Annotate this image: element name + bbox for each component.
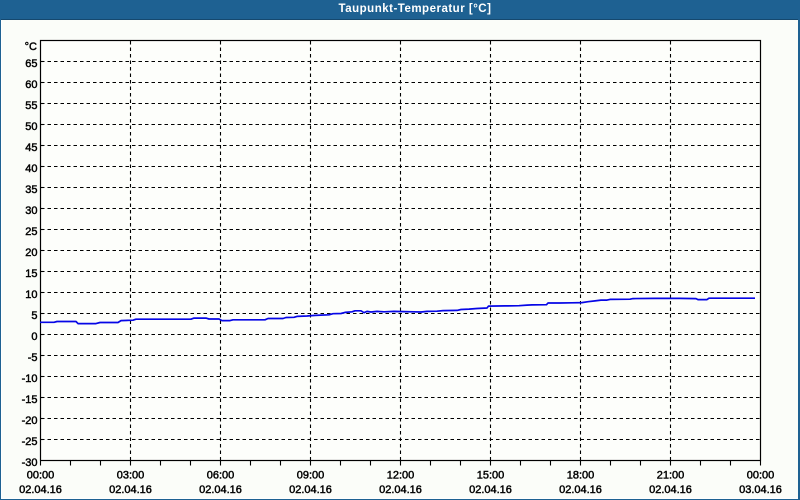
svg-text:12:00: 12:00 (387, 470, 415, 482)
svg-text:03.04.16: 03.04.16 (739, 484, 782, 496)
svg-text:°C: °C (25, 41, 37, 53)
svg-text:-30: -30 (22, 457, 38, 469)
svg-text:02.04.16: 02.04.16 (469, 484, 512, 496)
svg-text:00:00: 00:00 (747, 470, 775, 482)
svg-text:65: 65 (25, 58, 37, 70)
svg-text:50: 50 (25, 121, 37, 133)
svg-text:25: 25 (25, 226, 37, 238)
svg-text:-5: -5 (28, 352, 38, 364)
svg-text:10: 10 (25, 289, 37, 301)
svg-text:35: 35 (25, 184, 37, 196)
svg-text:09:00: 09:00 (297, 470, 325, 482)
svg-text:02.04.16: 02.04.16 (649, 484, 692, 496)
svg-text:-20: -20 (22, 415, 38, 427)
svg-text:30: 30 (25, 205, 37, 217)
svg-text:60: 60 (25, 79, 37, 91)
svg-text:15:00: 15:00 (477, 470, 505, 482)
svg-text:5: 5 (31, 310, 37, 322)
svg-text:0: 0 (31, 331, 37, 343)
svg-text:00:00: 00:00 (27, 470, 55, 482)
svg-text:02.04.16: 02.04.16 (559, 484, 602, 496)
svg-text:-25: -25 (22, 436, 38, 448)
svg-text:06:00: 06:00 (207, 470, 235, 482)
svg-text:-15: -15 (22, 394, 38, 406)
svg-text:02.04.16: 02.04.16 (109, 484, 152, 496)
svg-text:40: 40 (25, 163, 37, 175)
svg-text:20: 20 (25, 247, 37, 259)
svg-text:15: 15 (25, 268, 37, 280)
svg-text:18:00: 18:00 (567, 470, 595, 482)
svg-text:55: 55 (25, 100, 37, 112)
svg-text:02.04.16: 02.04.16 (379, 484, 422, 496)
svg-text:02.04.16: 02.04.16 (199, 484, 242, 496)
svg-text:03:00: 03:00 (117, 470, 145, 482)
svg-text:-10: -10 (22, 373, 38, 385)
svg-text:45: 45 (25, 142, 37, 154)
svg-text:02.04.16: 02.04.16 (289, 484, 332, 496)
svg-text:02.04.16: 02.04.16 (19, 484, 62, 496)
svg-text:21:00: 21:00 (657, 470, 685, 482)
